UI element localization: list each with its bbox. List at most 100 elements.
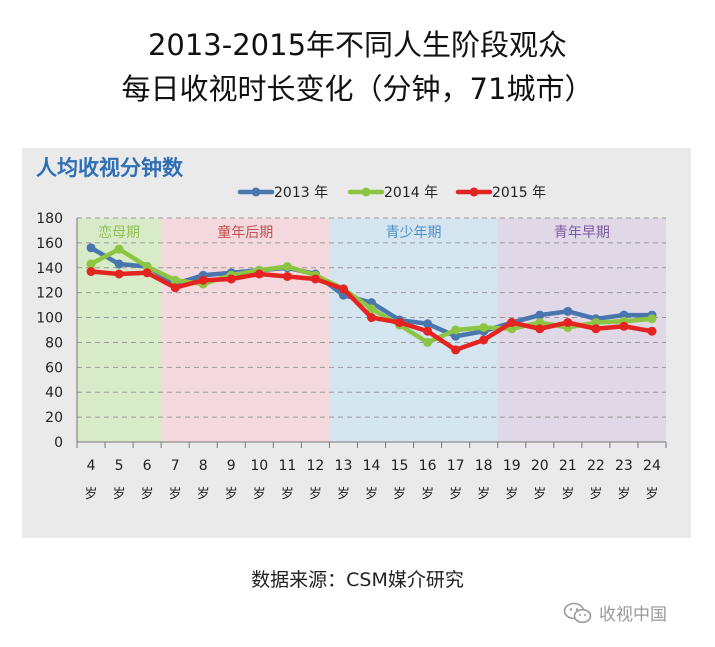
- x-tick-label: 18: [475, 458, 493, 474]
- x-tick-label: 14: [363, 458, 381, 474]
- y-tick-label: 180: [36, 211, 63, 227]
- x-tick-label: 10: [250, 458, 268, 474]
- x-tick-label: 21: [559, 458, 577, 474]
- data-point: [338, 284, 348, 294]
- watermark-text: 收视中国: [599, 605, 667, 625]
- y-tick-label: 100: [36, 311, 63, 327]
- data-point: [367, 313, 376, 323]
- x-tick-unit: 岁: [309, 487, 322, 502]
- x-tick-label: 4: [87, 458, 96, 474]
- chart-title-line1: 2013-2015年不同人生阶段观众: [147, 28, 568, 62]
- x-tick-unit: 岁: [365, 487, 378, 502]
- x-tick-label: 7: [171, 458, 180, 474]
- data-point: [114, 269, 124, 279]
- legend-label-1: 2013 年: [274, 185, 328, 201]
- x-tick-label: 5: [115, 458, 124, 474]
- data-point: [563, 306, 573, 316]
- y-tick-label: 120: [36, 286, 63, 302]
- x-tick-unit: 岁: [169, 487, 182, 502]
- legend-label-3: 2015 年: [492, 185, 546, 201]
- legend-marker-1: [251, 187, 261, 197]
- data-point: [310, 274, 320, 284]
- stage-band-1: [77, 218, 162, 442]
- stage-label-3: 青少年期: [386, 225, 442, 241]
- stage-label-1: 恋母期: [98, 224, 140, 241]
- legend-marker-2: [361, 187, 371, 197]
- data-point: [395, 318, 405, 328]
- data-point: [647, 326, 657, 336]
- data-point: [86, 243, 96, 253]
- y-tick-label: 80: [45, 335, 63, 351]
- data-point: [254, 269, 264, 279]
- data-point: [619, 310, 629, 320]
- stage-label-2: 童年后期: [217, 224, 273, 241]
- stage-label-4: 青年早期: [554, 225, 610, 241]
- data-point: [479, 335, 489, 345]
- y-tick-label: 40: [45, 385, 63, 401]
- data-point: [423, 319, 433, 329]
- x-tick-unit: 岁: [141, 487, 154, 502]
- data-point: [142, 268, 152, 278]
- x-tick-label: 15: [391, 458, 409, 474]
- watermark: 收视中国: [563, 600, 667, 625]
- x-tick-label: 20: [531, 458, 549, 474]
- x-tick-label: 8: [199, 458, 208, 474]
- x-tick-unit: 岁: [393, 487, 406, 502]
- legend-marker-3: [469, 187, 479, 197]
- y-tick-label: 60: [45, 360, 63, 376]
- data-point: [563, 318, 573, 328]
- data-point: [114, 244, 124, 254]
- stage-band-2: [161, 218, 330, 442]
- x-tick-unit: 岁: [589, 487, 602, 502]
- chart-title-line2: 每日收视时长变化（分钟，71城市）: [121, 72, 594, 106]
- x-tick-label: 23: [615, 458, 633, 474]
- data-point: [591, 324, 601, 334]
- data-point: [86, 267, 96, 277]
- data-point: [479, 323, 489, 333]
- x-tick-unit: 岁: [561, 487, 574, 502]
- data-point: [591, 318, 601, 328]
- data-point: [226, 274, 236, 284]
- data-point: [170, 275, 180, 285]
- x-tick-label: 12: [306, 458, 324, 474]
- wechat-icon: [563, 602, 592, 623]
- y-tick-label: 140: [36, 261, 63, 277]
- y-tick-label: 160: [36, 236, 63, 252]
- x-tick-unit: 岁: [197, 487, 210, 502]
- legend-label-2: 2014 年: [384, 185, 438, 201]
- x-tick-unit: 岁: [281, 487, 294, 502]
- data-point: [86, 259, 96, 269]
- data-point: [451, 331, 461, 341]
- data-point: [619, 321, 629, 331]
- data-point: [423, 326, 433, 336]
- data-point: [114, 259, 124, 269]
- x-tick-label: 19: [503, 458, 521, 474]
- data-point: [535, 310, 545, 320]
- x-tick-unit: 岁: [225, 487, 238, 502]
- data-point: [282, 262, 292, 272]
- data-source-note: 数据来源：CSM媒介研究: [251, 569, 464, 591]
- data-point: [367, 304, 376, 314]
- x-tick-label: 17: [447, 458, 465, 474]
- x-tick-unit: 岁: [477, 487, 490, 502]
- x-tick-unit: 岁: [337, 487, 350, 502]
- x-tick-unit: 岁: [617, 487, 630, 502]
- x-tick-label: 6: [143, 458, 152, 474]
- x-tick-label: 11: [278, 458, 296, 474]
- data-point: [535, 324, 545, 334]
- y-tick-label: 20: [45, 410, 63, 426]
- data-point: [507, 318, 517, 328]
- y-tick-label: 0: [54, 435, 63, 451]
- x-tick-unit: 岁: [113, 487, 126, 502]
- data-point: [282, 271, 292, 281]
- data-point: [647, 314, 657, 324]
- x-tick-label: 24: [643, 458, 661, 474]
- x-tick-unit: 岁: [449, 487, 462, 502]
- x-tick-unit: 岁: [645, 487, 658, 502]
- x-tick-label: 9: [227, 458, 236, 474]
- x-tick-unit: 岁: [253, 487, 266, 502]
- data-point: [170, 283, 180, 293]
- panel-title: 人均收视分钟数: [36, 156, 183, 180]
- x-tick-unit: 岁: [533, 487, 546, 502]
